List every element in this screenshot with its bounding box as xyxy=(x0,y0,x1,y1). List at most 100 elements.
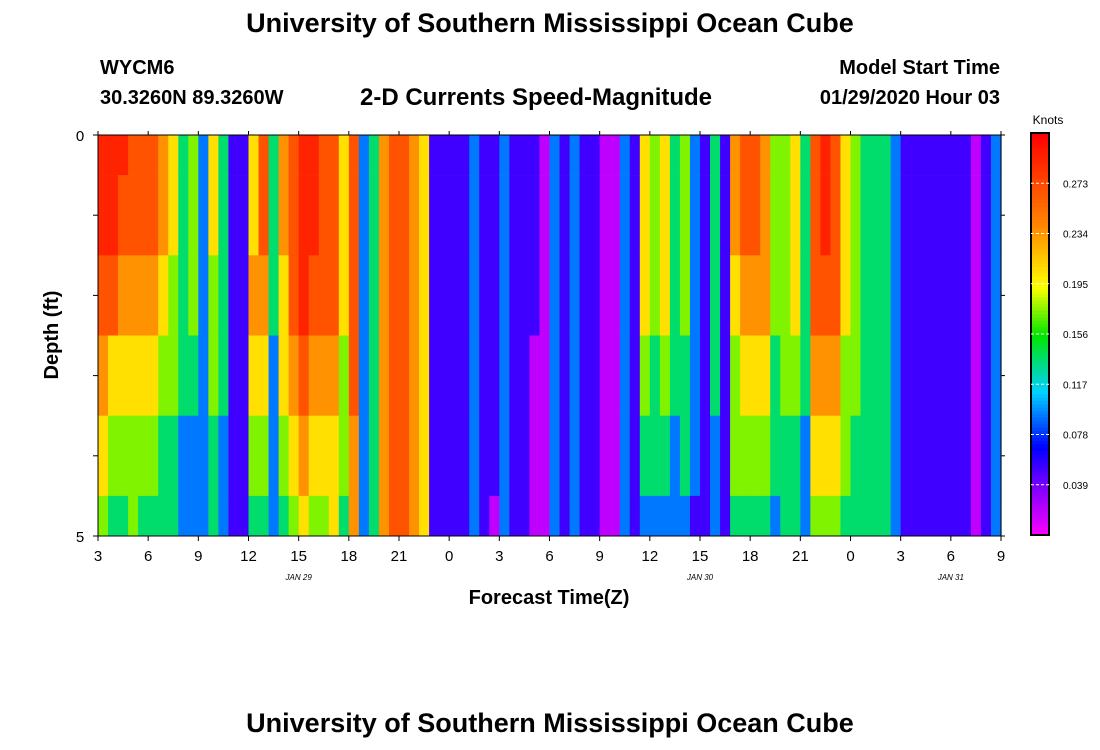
colorbar-segment xyxy=(1031,407,1049,412)
heatmap-cell xyxy=(920,255,932,336)
heatmap-cell xyxy=(770,415,781,497)
colorbar-segment xyxy=(1031,256,1049,261)
heatmap-cell xyxy=(208,495,219,537)
heatmap-cell xyxy=(820,335,832,416)
heatmap-cell xyxy=(669,135,681,176)
colorbar-segment xyxy=(1031,210,1049,214)
heatmap-cell xyxy=(910,255,922,336)
colorbar-segment xyxy=(1031,464,1049,469)
colorbar-segment xyxy=(1031,380,1049,385)
heatmap-cell xyxy=(158,135,169,176)
heatmap-cell xyxy=(449,495,460,537)
heatmap-cell xyxy=(980,495,992,537)
heatmap-cell xyxy=(459,135,470,176)
heatmap-cell xyxy=(358,175,370,256)
heatmap-cell xyxy=(128,175,139,256)
heatmap-cell xyxy=(348,495,360,537)
station-id: WYCM6 xyxy=(100,57,175,79)
heatmap-cell xyxy=(128,415,139,497)
heatmap-cell xyxy=(218,135,230,176)
currents-heatmap-chart: 3 6 9 12 15 18 21 0 3 6 9 12 15 18 21 0 3 6 9 JAN 29 JAN 30 J… xyxy=(41,113,1088,609)
heatmap-cell xyxy=(499,175,510,256)
colorbar-segment xyxy=(1031,280,1049,285)
heatmap-cell xyxy=(128,255,139,336)
heatmap-cell xyxy=(148,335,159,416)
heatmap-cell xyxy=(659,175,671,256)
colorbar-segment xyxy=(1031,230,1049,234)
heatmap-cell xyxy=(720,415,731,497)
heatmap-cell xyxy=(268,175,280,256)
heatmap-cell xyxy=(659,415,671,497)
colorbar-segment xyxy=(1031,411,1049,415)
heatmap-cell xyxy=(439,135,450,176)
heatmap-cell xyxy=(629,495,641,537)
heatmap-cell xyxy=(388,255,400,336)
heatmap-cell xyxy=(248,415,260,497)
heatmap-cell xyxy=(770,335,781,416)
colorbar-segment xyxy=(1031,133,1049,137)
colorbar-segment xyxy=(1031,360,1049,365)
heatmap-cell xyxy=(649,255,661,336)
heatmap-cell xyxy=(760,415,771,497)
heatmap-cell xyxy=(689,495,701,537)
heatmap-cell xyxy=(128,335,139,416)
heatmap-cell xyxy=(790,495,801,537)
heatmap-cell xyxy=(629,135,641,176)
heatmap-cell xyxy=(368,175,380,256)
colorbar-segment xyxy=(1031,340,1049,345)
x-tick-label: 12 xyxy=(641,548,658,565)
heatmap-cell xyxy=(328,175,340,256)
heatmap-cell xyxy=(218,415,230,497)
heatmap-cell xyxy=(990,335,1002,416)
heatmap-cell xyxy=(770,255,781,336)
heatmap-cell xyxy=(649,175,661,256)
heatmap-cell xyxy=(338,495,350,537)
heatmap-cell xyxy=(439,495,450,537)
heatmap-cell xyxy=(639,415,651,497)
heatmap-cell xyxy=(780,335,791,416)
heatmap-cell xyxy=(368,495,380,537)
colorbar-segment xyxy=(1031,451,1049,456)
heatmap-cell xyxy=(399,255,410,336)
heatmap-cell xyxy=(399,135,410,176)
colorbar-segment xyxy=(1031,488,1049,492)
heatmap-cell xyxy=(419,175,430,256)
heatmap-cell xyxy=(198,175,209,256)
heatmap-cell xyxy=(900,335,912,416)
heatmap-cell xyxy=(118,255,129,336)
heatmap-cell xyxy=(459,335,470,416)
heatmap-cell xyxy=(780,495,791,537)
heatmap-cell xyxy=(258,415,270,497)
heatmap-cell xyxy=(960,175,972,256)
heatmap-cell xyxy=(980,135,992,176)
heatmap-cell xyxy=(880,255,892,336)
heatmap-cell xyxy=(619,255,631,336)
heatmap-cell xyxy=(228,495,240,537)
colorbar-segment xyxy=(1031,417,1049,422)
heatmap-cell xyxy=(108,135,119,176)
heatmap-cell xyxy=(539,135,551,176)
footer-title: University of Southern Mississippi Ocean… xyxy=(246,708,854,738)
heatmap-cell xyxy=(348,415,360,497)
colorbar-segment xyxy=(1031,179,1049,184)
heatmap-cell xyxy=(358,495,370,537)
heatmap-cell xyxy=(248,255,260,336)
heatmap-cell xyxy=(138,415,149,497)
heatmap-cell xyxy=(218,255,230,336)
heatmap-cell xyxy=(128,495,139,537)
heatmap-cell xyxy=(930,175,942,256)
heatmap-cell xyxy=(388,335,400,416)
colorbar-segment xyxy=(1031,240,1049,245)
heatmap-cell xyxy=(459,255,470,336)
colorbar-segment xyxy=(1031,370,1049,375)
heatmap-cell xyxy=(710,495,721,537)
heatmap-cell xyxy=(790,255,801,336)
heatmap-cell xyxy=(810,495,821,537)
colorbar-segment xyxy=(1031,246,1049,251)
heatmap-cell xyxy=(609,495,621,537)
heatmap-cell xyxy=(268,495,280,537)
heatmap-cell xyxy=(920,175,932,256)
x-tick-label: 3 xyxy=(94,548,102,565)
heatmap-cell xyxy=(840,175,852,256)
heatmap-cell xyxy=(860,415,872,497)
